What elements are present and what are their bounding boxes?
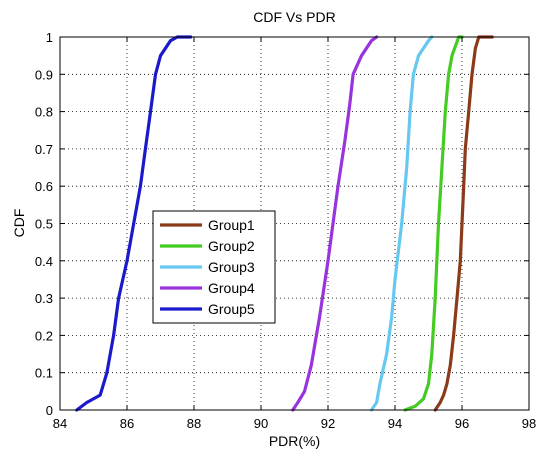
- y-tick-label: 0.4: [35, 254, 53, 269]
- y-tick-label: 0.5: [35, 217, 53, 232]
- x-tick-label: 86: [120, 416, 134, 431]
- y-tick-label: 0.8: [35, 105, 53, 120]
- x-tick-label: 84: [53, 416, 67, 431]
- y-tick-label: 0.6: [35, 179, 53, 194]
- legend-label: Group2: [208, 238, 255, 254]
- x-axis-label: PDR(%): [269, 433, 320, 449]
- y-tick-label: 1: [46, 30, 53, 45]
- plot-area: [60, 37, 529, 410]
- x-tick-label: 90: [254, 416, 268, 431]
- x-tick-label: 92: [321, 416, 335, 431]
- y-tick-label: 0.1: [35, 366, 53, 381]
- y-tick-label: 0.3: [35, 291, 53, 306]
- axis-ticks: 84 86 88 90 92 94 96 98 0 0.1 0.2 0.3 0.4 0.5 0.6 0.7 0.…: [35, 30, 536, 431]
- chart-title: CDF Vs PDR: [253, 9, 335, 25]
- y-tick-label: 0.7: [35, 142, 53, 157]
- series-lines: [75, 35, 494, 412]
- x-tick-label: 98: [522, 416, 536, 431]
- legend-label: Group4: [208, 280, 255, 296]
- series-line-group4: [291, 35, 379, 412]
- series-line-group3: [369, 35, 434, 412]
- x-tick-label: 88: [187, 416, 201, 431]
- series-line-group5: [75, 35, 193, 412]
- series-line-group2: [403, 35, 464, 412]
- y-axis-label: CDF: [11, 209, 27, 238]
- y-tick-label: 0.2: [35, 328, 53, 343]
- series-line-group1: [433, 35, 494, 412]
- legend-label: Group1: [208, 217, 255, 233]
- legend-label: Group3: [208, 259, 255, 275]
- y-tick-label: 0: [46, 403, 53, 418]
- legend-label: Group5: [208, 301, 255, 317]
- x-tick-label: 96: [455, 416, 469, 431]
- y-tick-label: 0.9: [35, 67, 53, 82]
- legend: Group1 Group2 Group3 Group4 Group5: [152, 210, 276, 324]
- x-tick-label: 94: [388, 416, 402, 431]
